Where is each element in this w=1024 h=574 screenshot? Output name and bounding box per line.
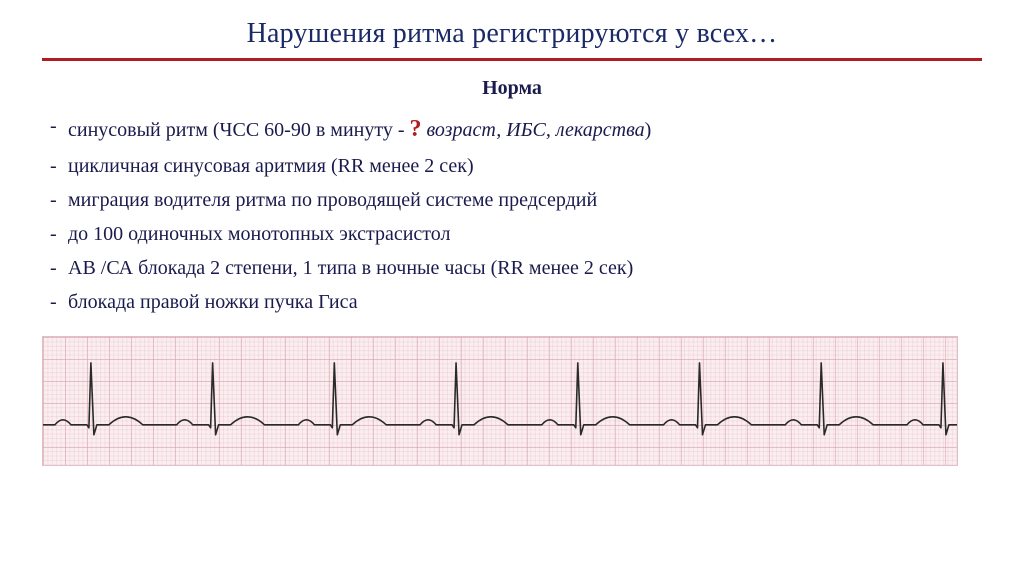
ecg-strip (42, 336, 958, 466)
list-item: миграция водителя ритма по проводящей си… (42, 184, 982, 216)
bullet-text: цикличная синусовая аритмия (RR менее 2 … (68, 155, 474, 177)
bullet-text: синусовый ритм (ЧСС 60-90 в минуту - (68, 119, 409, 141)
bullet-text: ) (645, 119, 652, 141)
list-item: до 100 одиночных монотопных экстрасистол (42, 218, 982, 250)
subtitle: Норма (42, 77, 982, 100)
list-item: блокада правой ножки пучка Гиса (42, 286, 982, 318)
bullet-text: миграция водителя ритма по проводящей си… (68, 189, 597, 211)
ecg-trace (43, 337, 957, 466)
bullet-text: блокада правой ножки пучка Гиса (68, 291, 358, 313)
slide-title: Нарушения ритма регистрируются у всех… (42, 18, 982, 50)
question-mark: ? (409, 116, 421, 142)
list-item: АВ /СА блокада 2 степени, 1 типа в ночны… (42, 252, 982, 284)
ecg-container (42, 336, 982, 466)
list-item: синусовый ритм (ЧСС 60-90 в минуту - ? в… (42, 110, 982, 148)
bullet-list: синусовый ритм (ЧСС 60-90 в минуту - ? в… (42, 110, 982, 318)
bullet-text: АВ /СА блокада 2 степени, 1 типа в ночны… (68, 257, 633, 279)
title-rule (42, 58, 982, 61)
slide: Нарушения ритма регистрируются у всех… Н… (0, 0, 1024, 574)
bullet-text: до 100 одиночных монотопных экстрасистол (68, 223, 450, 245)
bullet-text-italic: возраст, ИБС, лекарства (421, 119, 644, 141)
list-item: цикличная синусовая аритмия (RR менее 2 … (42, 150, 982, 182)
